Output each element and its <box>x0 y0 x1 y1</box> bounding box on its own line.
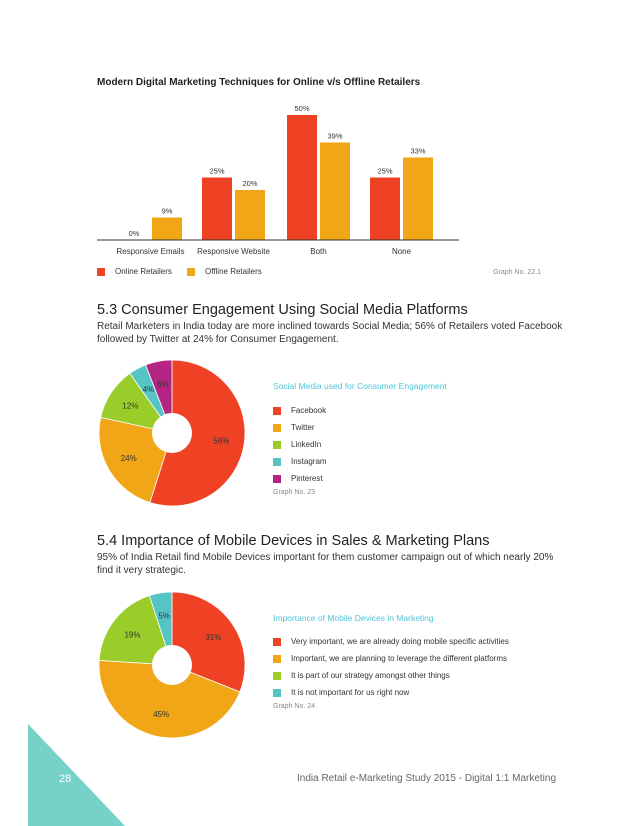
bar-chart: 0% 9% 25% 20% 50% 39% 25% 33% Responsive Emails… <box>97 104 459 256</box>
legend-label-very-important: Very important, we are already doing mob… <box>291 637 509 646</box>
bar-label-both-offline-retailers: 39% <box>327 132 342 141</box>
mobile-slice-label-it-is-part-of-our-strategy-amo: 19% <box>124 630 140 639</box>
social-media-legend-title: Social Media used for Consumer Engagemen… <box>273 381 447 391</box>
section-5-4-body: 95% of India Retail find Mobile Devices … <box>97 551 553 577</box>
mobile-legend: Very important, we are already doing mob… <box>273 633 509 701</box>
legend-label-facebook: Facebook <box>291 406 327 415</box>
section-5-4-title: 5.4 Importance of Mobile Devices in Sale… <box>97 533 490 549</box>
legend-item-part-of-strategy: It is part of our strategy amongst other… <box>273 667 509 684</box>
swatch-instagram <box>273 457 281 466</box>
legend-item-pinterest: Pinterest <box>273 470 327 487</box>
legend-item-instagram: Instagram <box>273 453 327 470</box>
bar-label-both-online-retailers: 50% <box>294 104 309 113</box>
social-donut-hole <box>152 413 192 453</box>
mobile-donut-hole <box>152 645 192 685</box>
bar-label-responsive-website-online-retailers: 25% <box>209 167 224 176</box>
social-media-donut-chart: 56% 24% 12% 4%6% <box>98 359 246 507</box>
social-slice-label-twitter: 24% <box>121 454 137 463</box>
legend-item-twitter: Twitter <box>273 419 327 436</box>
section-5-3-title: 5.3 Consumer Engagement Using Social Med… <box>97 302 468 318</box>
swatch-facebook <box>273 406 281 415</box>
graph-number-24: Graph No. 24 <box>273 703 316 710</box>
bar-legend-offline: Offline Retailers <box>187 267 262 276</box>
mobile-slice-it-is-part-of-our-strategy-amo <box>98 595 173 666</box>
legend-label-instagram: Instagram <box>291 457 327 466</box>
swatch-pinterest <box>273 474 281 483</box>
legend-swatch-online <box>97 267 105 276</box>
social-slice-label-facebook: 56% <box>213 437 229 446</box>
legend-item-important: Important, we are planning to leverage t… <box>273 650 509 667</box>
bar-label-responsive-emails-offline-retailers: 9% <box>162 207 173 216</box>
category-label-both: Both <box>310 247 326 256</box>
bar-label-none-offline-retailers: 33% <box>410 147 425 156</box>
swatch-linkedin <box>273 440 281 449</box>
mobile-slice-important-we-are-planning-to-l <box>98 659 241 739</box>
swatch-part-of-strategy <box>273 671 281 680</box>
legend-label-not-important: It is not important for us right now <box>291 688 410 697</box>
section-5-3-body-line-1: Retail Marketers in India today are more… <box>97 321 563 332</box>
bar-label-none-online-retailers: 25% <box>377 167 392 176</box>
graph-number-22-1: Graph No. 22.1 <box>493 269 541 276</box>
mobile-legend-title: Importance of Mobile Devices in Marketin… <box>273 613 434 623</box>
swatch-twitter <box>273 423 281 432</box>
legend-item-linkedin: LinkedIn <box>273 436 327 453</box>
legend-label-pinterest: Pinterest <box>291 474 323 483</box>
mobile-devices-donut-chart: 31% 45% 19% 5% <box>98 591 246 739</box>
mobile-slice-label-it-is-not-important-for-us-rig: 5% <box>158 612 170 621</box>
footer-title: India Retail e-Marketing Study 2015 - Di… <box>297 773 557 784</box>
bar-both-online-retailers <box>287 115 317 240</box>
section-5-3-body-line-2: followed by Twitter at 24% for Consumer … <box>97 334 339 345</box>
bar-chart-title: Modern Digital Marketing Techniques for … <box>97 77 421 88</box>
swatch-very-important <box>273 637 281 646</box>
section-5-3-body: Retail Marketers in India today are more… <box>97 320 562 346</box>
category-label-responsive-website: Responsive Website <box>197 247 270 256</box>
bar-legend-online: Online Retailers <box>97 267 172 276</box>
swatch-not-important <box>273 688 281 697</box>
legend-item-very-important: Very important, we are already doing mob… <box>273 633 509 650</box>
legend-label-important: Important, we are planning to leverage t… <box>291 654 507 663</box>
category-label-responsive-emails: Responsive Emails <box>116 247 184 256</box>
social-slice-label-instagram: 4% <box>143 385 155 394</box>
bar-none-online-retailers <box>370 177 400 240</box>
bar-responsive-website-offline-retailers <box>235 190 265 240</box>
category-label-none: None <box>392 247 412 256</box>
page-number: 28 <box>59 773 72 785</box>
mobile-slice-label-very-important-we-are-already-: 31% <box>205 633 221 642</box>
social-slice-label-linkedin: 12% <box>122 401 138 410</box>
legend-label-linkedin: LinkedIn <box>291 440 322 449</box>
bar-label-responsive-website-offline-retailers: 20% <box>242 179 257 188</box>
social-slice-label-pinterest: 6% <box>157 380 169 389</box>
bar-both-offline-retailers <box>320 142 350 240</box>
bar-none-offline-retailers <box>403 157 433 240</box>
legend-label-twitter: Twitter <box>291 423 315 432</box>
legend-swatch-offline <box>187 267 195 276</box>
bar-responsive-emails-offline-retailers <box>152 217 182 240</box>
section-5-4-body-line-2: find it very strategic. <box>97 565 186 576</box>
legend-item-not-important: It is not important for us right now <box>273 684 509 701</box>
social-slice-facebook <box>149 359 246 507</box>
graph-number-23: Graph No. 23 <box>273 489 316 496</box>
bar-responsive-website-online-retailers <box>202 177 232 240</box>
social-media-legend: Facebook Twitter LinkedIn Instagram Pint… <box>273 402 327 487</box>
legend-label-part-of-strategy: It is part of our strategy amongst other… <box>291 671 450 680</box>
legend-label-online: Online Retailers <box>115 267 172 276</box>
mobile-slice-label-important-we-are-planning-to-l: 45% <box>153 710 169 719</box>
corner-triangle <box>28 724 125 826</box>
legend-item-facebook: Facebook <box>273 402 327 419</box>
legend-label-offline: Offline Retailers <box>205 267 262 276</box>
section-5-4-body-line-1: 95% of India Retail find Mobile Devices … <box>97 552 554 563</box>
swatch-important <box>273 654 281 663</box>
bar-label-responsive-emails-online-retailers: 0% <box>129 229 140 238</box>
